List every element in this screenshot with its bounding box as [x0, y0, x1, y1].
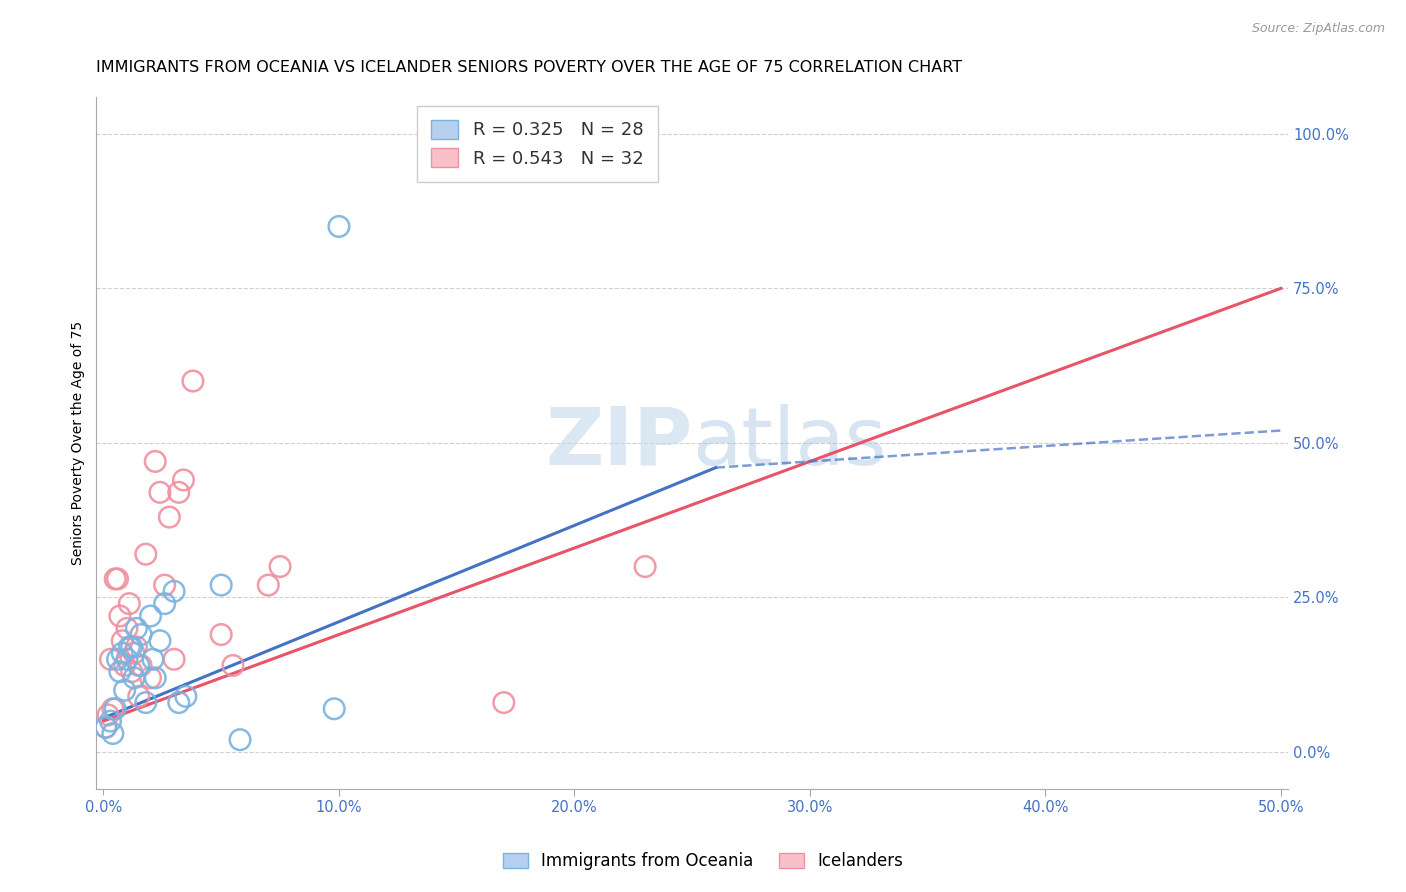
Point [269, 559, 291, 574]
Point [104, 702, 127, 716]
Point [157, 510, 180, 524]
Point [153, 578, 176, 592]
Point [108, 665, 131, 679]
Point [100, 652, 122, 666]
Point [118, 640, 141, 654]
Point [492, 696, 515, 710]
Point [323, 702, 346, 716]
Point [121, 640, 143, 654]
Point [173, 473, 195, 487]
Legend: Immigrants from Oceania, Icelanders: Immigrants from Oceania, Icelanders [496, 846, 910, 877]
Point [100, 714, 122, 728]
Point [139, 609, 162, 624]
Point [181, 374, 204, 388]
Point [139, 671, 162, 685]
Point [209, 627, 232, 641]
Point [107, 572, 129, 586]
Point [125, 640, 148, 654]
Point [115, 652, 138, 666]
Text: IMMIGRANTS FROM OCEANIA VS ICELANDER SENIORS POVERTY OVER THE AGE OF 75 CORRELAT: IMMIGRANTS FROM OCEANIA VS ICELANDER SEN… [97, 60, 963, 75]
Point [111, 646, 134, 660]
Point [94, 720, 117, 734]
Legend: R = 0.325   N = 28, R = 0.543   N = 32: R = 0.325 N = 28, R = 0.543 N = 32 [416, 105, 658, 182]
Point [114, 683, 136, 698]
Point [115, 621, 138, 635]
Point [97, 708, 120, 723]
Y-axis label: Seniors Poverty Over the Age of 75: Seniors Poverty Over the Age of 75 [72, 321, 86, 565]
Point [143, 454, 166, 468]
Point [142, 652, 165, 666]
Point [122, 671, 145, 685]
Text: ZIP: ZIP [546, 404, 692, 482]
Point [94, 720, 117, 734]
Point [101, 702, 124, 716]
Point [222, 658, 245, 673]
Point [122, 646, 145, 660]
Point [101, 726, 124, 740]
Point [209, 578, 232, 592]
Point [107, 652, 129, 666]
Point [129, 658, 152, 673]
Point [163, 584, 186, 599]
Point [167, 485, 190, 500]
Point [174, 690, 197, 704]
Point [135, 547, 157, 561]
Point [104, 572, 127, 586]
Point [149, 485, 172, 500]
Point [128, 658, 150, 673]
Point [114, 658, 136, 673]
Point [149, 633, 172, 648]
Point [257, 578, 280, 592]
Point [111, 633, 134, 648]
Point [153, 597, 176, 611]
Point [167, 696, 190, 710]
Point [634, 559, 657, 574]
Point [328, 219, 350, 234]
Point [129, 627, 152, 641]
Point [163, 652, 186, 666]
Point [108, 609, 131, 624]
Point [125, 621, 148, 635]
Point [135, 696, 157, 710]
Point [143, 671, 166, 685]
Point [229, 732, 252, 747]
Point [118, 597, 141, 611]
Point [121, 665, 143, 679]
Point [128, 690, 150, 704]
Text: Source: ZipAtlas.com: Source: ZipAtlas.com [1251, 22, 1385, 36]
Text: atlas: atlas [692, 404, 887, 482]
